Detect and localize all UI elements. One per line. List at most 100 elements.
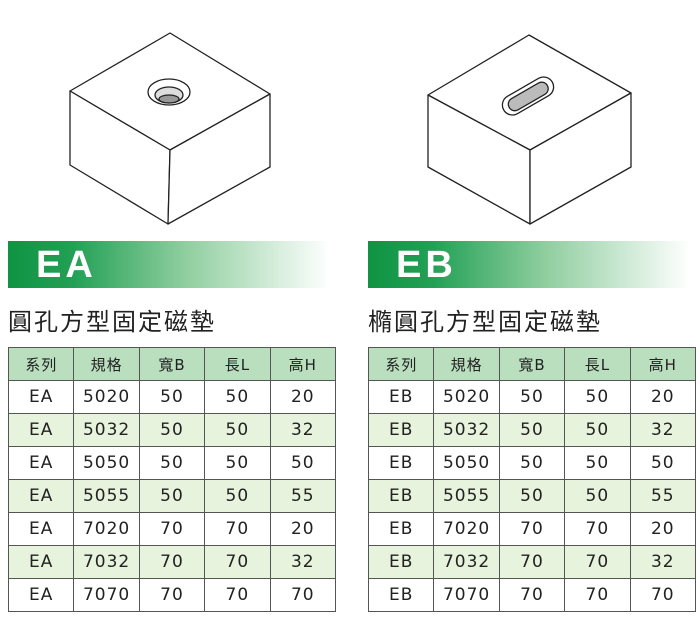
table-cell: 50	[564, 479, 631, 513]
table-cell: 50	[564, 380, 631, 414]
eb-cube-illustration	[427, 34, 632, 225]
table-cell: 50	[138, 380, 206, 414]
table-cell: 7070	[73, 578, 140, 612]
table-cell: 70	[269, 578, 337, 612]
table-row: EA 5032 50 50 32	[7, 413, 337, 447]
eb-code: EB	[396, 244, 457, 286]
table-cell: 5020	[433, 380, 500, 414]
table-cell: 70	[498, 545, 566, 579]
column-header: 系列	[367, 347, 435, 381]
table-row: EA 7070 70 70 70	[7, 578, 337, 612]
table-cell: 50	[564, 413, 631, 447]
round-hole-icon	[147, 78, 191, 106]
column-header: 高H	[629, 347, 697, 381]
table-cell: 70	[629, 578, 697, 612]
table-cell: 50	[138, 479, 206, 513]
table-cell: 50	[204, 413, 271, 447]
table-cell: 20	[629, 512, 697, 546]
ea-code: EA	[36, 244, 97, 286]
table-cell: 50	[629, 446, 697, 480]
table-cell: 50	[498, 380, 566, 414]
table-cell: 70	[498, 578, 566, 612]
table-cell: 32	[629, 545, 697, 579]
table-row: EB 5055 50 50 55	[367, 479, 697, 513]
oval-hole-icon	[501, 76, 555, 116]
table-row: EB 5032 50 50 32	[367, 413, 697, 447]
ea-spec-table: 系列 規格 寬B 長L 高H EA 5020 50 50 20 EA 5032 50 50 32 EA 5050…	[7, 347, 337, 612]
ea-cube-illustration	[69, 32, 271, 225]
table-row: EB 7032 70 70 32	[367, 545, 697, 579]
table-cell: 50	[204, 380, 271, 414]
table-cell: 55	[269, 479, 337, 513]
table-row: EB 5050 50 50 50	[367, 446, 697, 480]
table-cell: 32	[629, 413, 697, 447]
table-row: EB 5020 50 50 20	[367, 380, 697, 414]
table-cell: EB	[367, 413, 435, 447]
table-cell: 50	[138, 413, 206, 447]
table-cell: 32	[269, 413, 337, 447]
column-header: 系列	[7, 347, 75, 381]
column-header: 長L	[564, 347, 631, 381]
table-cell: 5055	[433, 479, 500, 513]
table-cell: 50	[564, 446, 631, 480]
table-cell: 50	[498, 446, 566, 480]
product-illustrations	[69, 32, 632, 225]
table-cell: 70	[564, 578, 631, 612]
table-cell: 5050	[433, 446, 500, 480]
column-header: 高H	[269, 347, 337, 381]
table-cell: 7070	[433, 578, 500, 612]
table-cell: EB	[367, 545, 435, 579]
table-row: EA 5055 50 50 55	[7, 479, 337, 513]
table-row: EA 7020 70 70 20	[7, 512, 337, 546]
table-cell: EA	[7, 512, 75, 546]
table-cell: 7032	[433, 545, 500, 579]
table-cell: 20	[269, 512, 337, 546]
table-cell: 50	[498, 413, 566, 447]
table-cell: EB	[367, 578, 435, 612]
table-cell: 50	[138, 446, 206, 480]
ea-banner: EA	[8, 241, 330, 288]
table-row: EA 7032 70 70 32	[7, 545, 337, 579]
table-cell: EA	[7, 545, 75, 579]
table-cell: 50	[204, 446, 271, 480]
ea-title: 圓孔方型固定磁墊	[8, 308, 216, 336]
table-cell: 5055	[73, 479, 140, 513]
table-cell: 55	[629, 479, 697, 513]
table-cell: EB	[367, 380, 435, 414]
table-cell: 5032	[433, 413, 500, 447]
table-cell: 70	[564, 545, 631, 579]
column-header: 長L	[204, 347, 271, 381]
table-cell: 32	[269, 545, 337, 579]
table-cell: EA	[7, 413, 75, 447]
table-header-row: 系列 規格 寬B 長L 高H	[7, 347, 337, 381]
column-header: 寬B	[498, 347, 566, 381]
table-header-row: 系列 規格 寬B 長L 高H	[367, 347, 697, 381]
table-cell: 70	[498, 512, 566, 546]
table-cell: EA	[7, 446, 75, 480]
table-row: EA 5050 50 50 50	[7, 446, 337, 480]
eb-banner: EB	[368, 241, 690, 288]
eb-spec-table: 系列 規格 寬B 長L 高H EB 5020 50 50 20 EB 5032 50 50 32 EB 5050…	[367, 347, 697, 612]
table-cell: 50	[204, 479, 271, 513]
table-cell: 50	[269, 446, 337, 480]
table-cell: EA	[7, 578, 75, 612]
table-cell: 50	[498, 479, 566, 513]
column-header: 寬B	[138, 347, 206, 381]
table-cell: 5020	[73, 380, 140, 414]
table-cell: 70	[204, 545, 271, 579]
table-cell: 20	[629, 380, 697, 414]
table-cell: 70	[564, 512, 631, 546]
table-cell: 5032	[73, 413, 140, 447]
table-cell: EB	[367, 446, 435, 480]
table-cell: EB	[367, 479, 435, 513]
eb-title: 橢圓孔方型固定磁墊	[368, 308, 602, 336]
table-cell: 70	[138, 512, 206, 546]
table-cell: EA	[7, 479, 75, 513]
column-header: 規格	[73, 347, 140, 381]
table-cell: 70	[138, 545, 206, 579]
table-cell: 7020	[433, 512, 500, 546]
table-cell: 7020	[73, 512, 140, 546]
table-cell: 7032	[73, 545, 140, 579]
table-cell: 70	[204, 578, 271, 612]
table-cell: EB	[367, 512, 435, 546]
